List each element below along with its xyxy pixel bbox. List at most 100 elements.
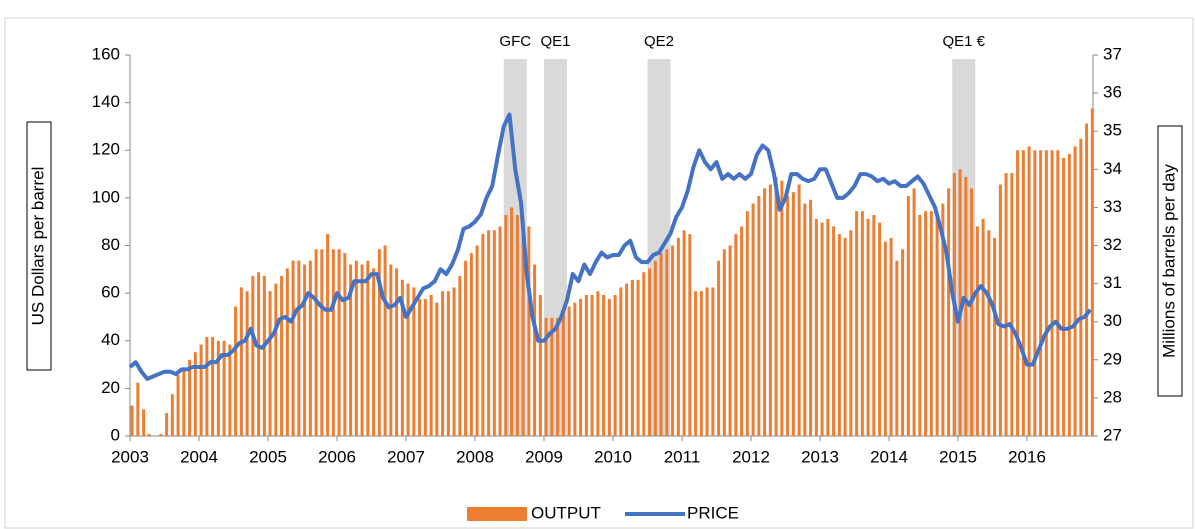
bar bbox=[780, 180, 784, 436]
x-tick-label: 2010 bbox=[594, 447, 632, 466]
bar bbox=[613, 295, 617, 436]
bar bbox=[389, 264, 393, 436]
bar bbox=[291, 260, 295, 436]
x-tick-label: 2014 bbox=[870, 447, 908, 466]
period-shade bbox=[503, 59, 527, 436]
bar bbox=[343, 253, 347, 436]
bar bbox=[941, 203, 945, 436]
bar bbox=[826, 218, 830, 436]
bar bbox=[142, 409, 146, 436]
bar bbox=[487, 230, 491, 436]
bar bbox=[176, 375, 180, 436]
bar bbox=[337, 249, 341, 436]
y2-tick-label: 35 bbox=[1103, 121, 1122, 140]
bar bbox=[786, 195, 790, 436]
bar bbox=[653, 260, 657, 436]
bar bbox=[676, 237, 680, 436]
bar bbox=[722, 249, 726, 436]
y2-tick-label: 31 bbox=[1103, 273, 1122, 292]
bar bbox=[395, 268, 399, 436]
period-label: GFC bbox=[499, 33, 531, 50]
bar bbox=[222, 340, 226, 436]
bar bbox=[193, 352, 197, 436]
bar bbox=[878, 222, 882, 436]
bar bbox=[423, 298, 427, 436]
bar bbox=[596, 291, 600, 436]
period-shade bbox=[952, 59, 976, 436]
bar bbox=[843, 237, 847, 436]
bar bbox=[205, 336, 209, 436]
bar bbox=[147, 434, 151, 436]
y-tick-label: 40 bbox=[101, 330, 120, 349]
bar bbox=[688, 234, 692, 436]
bar bbox=[1056, 150, 1060, 436]
bar bbox=[504, 215, 508, 436]
y-axis-label: US Dollars per barrel bbox=[28, 167, 47, 326]
period-label: QE2 bbox=[644, 33, 674, 50]
y-tick-label: 100 bbox=[92, 187, 120, 206]
bar bbox=[498, 226, 502, 436]
bar bbox=[314, 249, 318, 436]
x-tick-label: 2015 bbox=[939, 447, 977, 466]
bar bbox=[326, 234, 330, 436]
bar bbox=[734, 234, 738, 436]
bar bbox=[912, 188, 916, 436]
bar bbox=[849, 230, 853, 436]
y-label-box bbox=[26, 121, 52, 371]
bar bbox=[216, 340, 220, 436]
bar bbox=[360, 264, 364, 436]
bar bbox=[475, 245, 479, 436]
bar bbox=[797, 184, 801, 436]
y2-axis-label: Millions of barrels per day bbox=[1159, 164, 1178, 358]
y2-tick-label: 36 bbox=[1103, 83, 1122, 102]
bar bbox=[855, 211, 859, 436]
bar bbox=[625, 283, 629, 436]
bar bbox=[245, 291, 249, 436]
bar bbox=[561, 310, 565, 436]
bar bbox=[584, 295, 588, 436]
bar bbox=[349, 264, 353, 436]
bar bbox=[820, 222, 824, 436]
y-tick-label: 60 bbox=[101, 283, 120, 302]
period-shade bbox=[544, 59, 567, 436]
bar bbox=[699, 291, 703, 436]
y2-tick-label: 37 bbox=[1103, 44, 1122, 63]
bar bbox=[889, 237, 893, 436]
bar bbox=[883, 241, 887, 436]
x-tick-label: 2013 bbox=[801, 447, 839, 466]
bar bbox=[671, 245, 675, 436]
bar bbox=[1016, 150, 1020, 436]
bar bbox=[515, 215, 519, 436]
bar bbox=[964, 176, 968, 437]
bar bbox=[280, 275, 284, 436]
bar bbox=[970, 188, 974, 436]
bar bbox=[165, 413, 169, 436]
bar bbox=[412, 287, 416, 436]
bar bbox=[527, 226, 531, 436]
bar bbox=[935, 215, 939, 436]
period-label: QE1 € bbox=[942, 33, 985, 50]
bar bbox=[711, 287, 715, 436]
bar bbox=[446, 291, 450, 436]
bar bbox=[297, 260, 301, 436]
y2-tick-label: 33 bbox=[1103, 197, 1122, 216]
bar bbox=[556, 317, 560, 436]
bar bbox=[354, 260, 358, 436]
bar bbox=[188, 359, 192, 436]
bar bbox=[1027, 146, 1031, 436]
x-tick-label: 2009 bbox=[525, 447, 563, 466]
bar bbox=[607, 298, 611, 436]
bar bbox=[550, 317, 554, 436]
bar bbox=[751, 203, 755, 436]
bar bbox=[441, 291, 445, 436]
bar bbox=[665, 249, 669, 436]
bar bbox=[452, 287, 456, 436]
y-tick-label: 0 bbox=[111, 425, 120, 444]
bar bbox=[648, 268, 652, 436]
bar bbox=[1050, 150, 1054, 436]
bar bbox=[590, 295, 594, 436]
bar bbox=[763, 188, 767, 436]
y-tick-label: 120 bbox=[92, 140, 120, 159]
bar bbox=[492, 230, 496, 436]
x-tick-label: 2016 bbox=[1008, 447, 1046, 466]
